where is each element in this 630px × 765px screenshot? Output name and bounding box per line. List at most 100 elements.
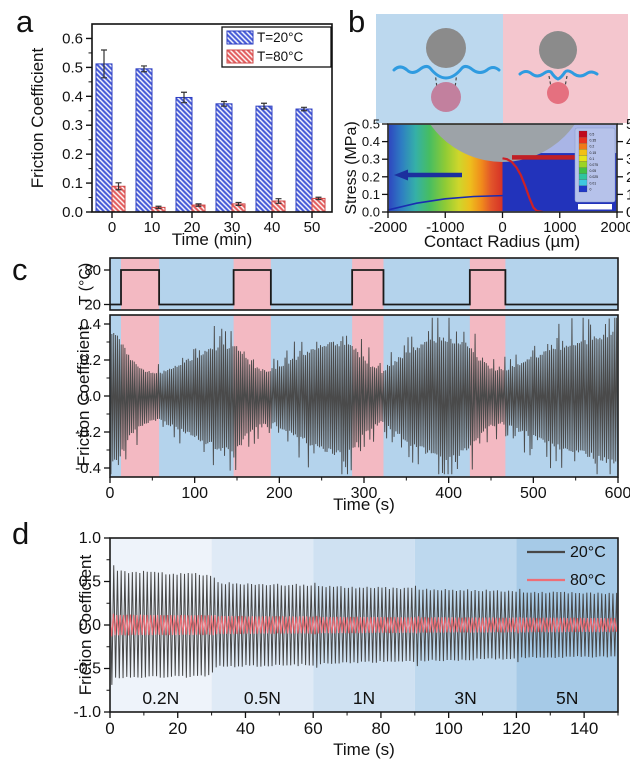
svg-text:80: 80 xyxy=(371,719,390,738)
svg-text:0.4: 0.4 xyxy=(62,88,83,105)
panel-d-letter: d xyxy=(12,516,30,551)
legend-label: 80°C xyxy=(570,572,606,589)
error-bar xyxy=(181,91,187,104)
svg-text:100: 100 xyxy=(181,485,208,502)
error-bar xyxy=(141,65,147,73)
svg-text:0.01: 0.01 xyxy=(590,181,597,185)
svg-text:300: 300 xyxy=(351,485,378,502)
svg-text:20: 20 xyxy=(84,297,101,314)
hot-band xyxy=(233,258,271,310)
legend-label: T=80°C xyxy=(257,49,304,64)
svg-text:0.2: 0.2 xyxy=(590,145,595,149)
error-bar xyxy=(101,49,107,79)
error-bar xyxy=(235,201,242,206)
svg-text:200: 200 xyxy=(266,485,293,502)
svg-text:0: 0 xyxy=(106,485,115,502)
svg-text:-0.5: -0.5 xyxy=(73,661,101,678)
svg-text:120: 120 xyxy=(502,719,530,738)
svg-text:0.1: 0.1 xyxy=(362,187,380,202)
bar xyxy=(311,197,326,213)
panel-d-xlabel: Time (s) xyxy=(333,740,395,759)
svg-text:0.2: 0.2 xyxy=(80,352,101,369)
svg-text:5: 5 xyxy=(626,116,630,133)
svg-text:-0.2: -0.2 xyxy=(75,424,101,441)
scale-bar xyxy=(578,204,612,210)
indenter-ball xyxy=(430,124,575,162)
svg-text:-1.0: -1.0 xyxy=(73,704,101,721)
signal-80C xyxy=(110,613,618,637)
svg-text:2000: 2000 xyxy=(600,219,630,236)
svg-text:1.0: 1.0 xyxy=(79,530,101,547)
error-bar xyxy=(155,205,162,210)
panel-a-letter: a xyxy=(16,4,34,39)
svg-text:20: 20 xyxy=(168,719,187,738)
large-contact-spot-icon xyxy=(431,82,461,112)
svg-text:0: 0 xyxy=(590,187,592,191)
svg-text:20: 20 xyxy=(184,219,201,236)
svg-text:0.5: 0.5 xyxy=(590,133,595,137)
hot-stress-curve xyxy=(502,157,543,212)
legend: 20°C 80°C xyxy=(527,544,606,589)
error-bar xyxy=(115,182,122,191)
friction-signal xyxy=(110,317,618,475)
panel-b-schematic-and-stress-map: 0.50.350.20.150.10.0750.050.0250.0100.00… xyxy=(362,14,630,236)
water-film-icon xyxy=(518,69,599,81)
svg-text:0.5: 0.5 xyxy=(362,117,380,132)
bar xyxy=(215,103,233,213)
legend-label: 20°C xyxy=(570,544,606,561)
svg-text:0.0: 0.0 xyxy=(79,617,101,634)
hot-schematic-bg xyxy=(503,14,628,123)
legend-label: T=20°C xyxy=(257,30,304,45)
svg-text:30: 30 xyxy=(224,219,241,236)
svg-text:0.5: 0.5 xyxy=(62,59,83,76)
svg-text:-0.4: -0.4 xyxy=(75,460,101,477)
svg-text:50: 50 xyxy=(304,219,321,236)
legend: T=20°C T=80°C xyxy=(221,26,332,68)
svg-text:0: 0 xyxy=(626,204,630,221)
panel-c-friction-time-series: 80 20 0.4 0.2 0.0 -0.2 -0.4 0 100 200 300 400 500 600 xyxy=(75,257,630,502)
hot-band xyxy=(121,258,160,310)
svg-text:40: 40 xyxy=(264,219,281,236)
svg-text:0.2: 0.2 xyxy=(362,169,380,184)
svg-text:0.1: 0.1 xyxy=(590,157,595,161)
bar xyxy=(135,68,153,213)
svg-text:40: 40 xyxy=(236,719,255,738)
svg-text:0.2: 0.2 xyxy=(62,146,83,163)
load-label: 1N xyxy=(353,688,375,708)
load-band xyxy=(414,538,517,712)
svg-text:400: 400 xyxy=(435,485,462,502)
svg-text:3: 3 xyxy=(626,151,630,168)
load-label: 5N xyxy=(556,688,578,708)
svg-text:0: 0 xyxy=(105,719,114,738)
load-label: 0.5N xyxy=(244,688,281,708)
panel-a-bar-chart: 0 10 20 30 40 500.00.10.20.30.40.50.6 T=20°CT=… xyxy=(62,23,333,236)
error-bar xyxy=(221,100,227,107)
panel-b-xlabel: Contact Radius (µm) xyxy=(423,232,581,251)
svg-text:500: 500 xyxy=(520,485,547,502)
svg-text:0.025: 0.025 xyxy=(590,175,599,179)
svg-text:0.4: 0.4 xyxy=(362,134,380,149)
svg-text:0.075: 0.075 xyxy=(590,163,599,167)
svg-text:0.35: 0.35 xyxy=(590,139,597,143)
panel-b-letter: b xyxy=(348,4,366,39)
error-bar xyxy=(315,196,322,201)
svg-text:0.4: 0.4 xyxy=(80,316,101,333)
svg-text:140: 140 xyxy=(570,719,598,738)
projection-dashes xyxy=(434,71,458,97)
panel-c-xlabel: Time (s) xyxy=(333,495,395,514)
svg-text:1: 1 xyxy=(626,186,630,203)
svg-text:0.3: 0.3 xyxy=(362,152,380,167)
svg-text:60: 60 xyxy=(304,719,323,738)
load-label: 3N xyxy=(454,688,476,708)
hot-band xyxy=(352,258,384,310)
svg-text:-2000: -2000 xyxy=(369,219,407,236)
error-bar xyxy=(261,102,267,110)
bar xyxy=(175,96,193,213)
bar xyxy=(255,105,273,213)
panel-c-letter: c xyxy=(12,252,28,287)
svg-text:0.1: 0.1 xyxy=(62,175,83,192)
water-film-icon xyxy=(392,64,501,80)
bar xyxy=(95,63,113,213)
svg-text:600: 600 xyxy=(605,485,630,502)
svg-text:0.15: 0.15 xyxy=(590,151,597,155)
